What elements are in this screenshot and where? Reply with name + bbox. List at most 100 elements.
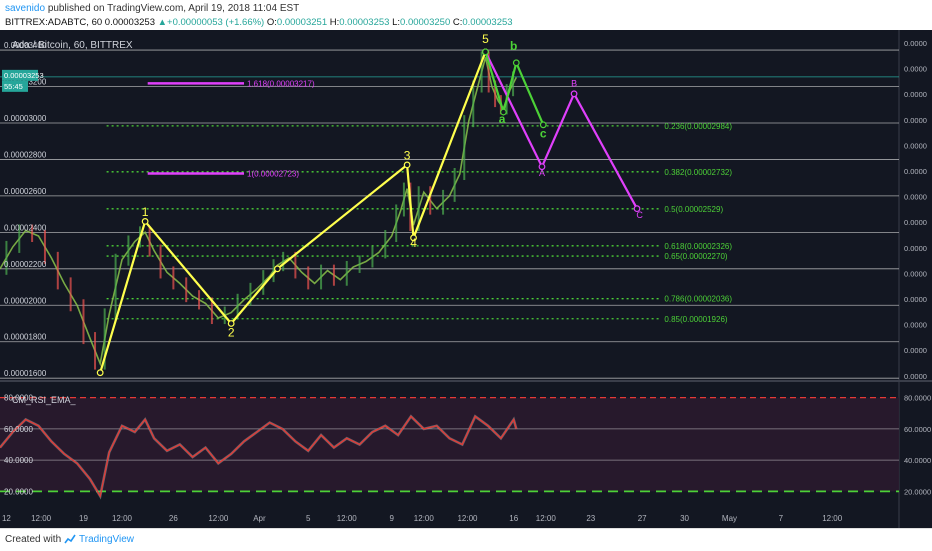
created-with-label: Created with [5, 534, 62, 545]
time-tick-label: 12:00 [31, 514, 52, 523]
username-link[interactable]: savenido [5, 3, 46, 14]
extension-group: 1.618(0.00003217) 1(0.00002723) [147, 79, 315, 178]
yellow-wave-point [410, 234, 417, 242]
low-value: 0.00003250 [400, 17, 451, 28]
rsi-tick-label: 40.0000 [4, 456, 33, 465]
right-axis-tick-label: 0.0000 [904, 295, 927, 304]
right-axis-tick-label: 0.0000 [904, 346, 927, 355]
fibonacci-group: 0.236(0.00002984) 0.382(0.00002732) 0.5(0.… [106, 122, 732, 324]
time-tick-label: 12:00 [112, 514, 133, 523]
price-change: +0.00000053 (+1.66%) [167, 17, 265, 28]
extension-label: 1.618(0.00003217) [247, 79, 315, 88]
green-wave-point [482, 48, 489, 56]
green-wave-label: c [540, 127, 547, 141]
yellow-wave-label: 4 [410, 236, 417, 250]
green-wave-label: a [499, 112, 506, 126]
time-tick-label: 12:00 [457, 514, 478, 523]
time-tick-label: 12 [2, 514, 11, 523]
price-tick-label: 0.00001800 [4, 333, 47, 342]
time-tick-label: 12:00 [337, 514, 358, 523]
price-tick-label: 0.00002600 [4, 187, 47, 196]
rsi-line [0, 415, 517, 498]
time-tick-label: Apr [253, 514, 266, 523]
time-tick-label: 23 [586, 514, 595, 523]
price-tick-label: 0.00002400 [4, 223, 47, 232]
current-price-badge [2, 69, 38, 81]
magenta-wave-label: A [539, 168, 545, 178]
fib-level-label: 0.786(0.00002036) [664, 295, 732, 304]
right-axis-tick-label: 0.0000 [904, 90, 927, 99]
rsi-right-tick-label: 60.0000 [904, 425, 931, 434]
yellow-wave-point [96, 369, 104, 377]
right-axis-tick-label: 0.0000 [904, 244, 927, 253]
right-axis-tick-label: 0.0000 [904, 116, 927, 125]
time-tick-label: 9 [389, 514, 394, 523]
published-text: published on TradingView.com, April 19, … [47, 3, 300, 14]
yellow-wave-point [227, 320, 235, 327]
time-tick-label: 12:00 [822, 514, 843, 523]
axes-group: 0.000034000.000032000.000030000.00002800… [2, 39, 931, 523]
fib-level-label: 0.618(0.00002326) [664, 242, 732, 251]
symbol-label: BITTREX:ADABTC, 60 [5, 17, 103, 28]
close-value: 0.00003253 [462, 17, 513, 28]
time-tick-label: 26 [169, 514, 178, 523]
time-tick-label: 12:00 [414, 514, 435, 523]
wave-group: A B C 1 2 3 4 5 a b c [96, 32, 643, 377]
right-axis-tick-label: 0.0000 [904, 141, 927, 150]
yellow-wave-label: 1 [142, 205, 149, 219]
fib-level-label: 0.236(0.00002984) [664, 122, 732, 131]
rsi-right-tick-label: 20.0000 [904, 487, 931, 496]
yellow-wave-point [141, 218, 149, 225]
magenta-wave-path [484, 51, 638, 210]
right-axis-tick-label: 0.0000 [904, 321, 927, 330]
high-value: 0.00003253 [339, 17, 390, 28]
yellow-wave-point [274, 265, 281, 273]
rsi-tick-label: 80.0000 [4, 394, 33, 403]
magenta-wave-point [538, 163, 546, 171]
countdown-badge [2, 80, 28, 92]
price-tick-label: 0.00003000 [4, 114, 47, 123]
time-tick-label: 7 [779, 514, 784, 523]
chart-header: savenido published on TradingView.com, A… [0, 0, 932, 30]
close-label: C: [452, 17, 463, 28]
magenta-wave-point [570, 90, 578, 98]
green-wave-point [539, 121, 547, 129]
rsi-tick-label: 20.0000 [4, 487, 33, 496]
tradingview-brand-link[interactable]: TradingView [79, 534, 135, 545]
open-value: 0.00003251 [276, 17, 328, 28]
open-label: O: [266, 17, 277, 28]
high-label: H: [329, 17, 340, 28]
price-tick-label: 0.00001600 [4, 369, 47, 378]
right-axis-tick-label: 0.0000 [904, 39, 927, 48]
right-axis-tick-label: 0.0000 [904, 65, 927, 74]
time-tick-label: 12:00 [208, 514, 229, 523]
fib-level-label: 0.65(0.00002270) [664, 252, 728, 261]
yellow-wave-label: 2 [228, 325, 235, 339]
current-price-label: 0.00003253 [4, 71, 44, 80]
yellow-wave-point [403, 161, 411, 169]
up-arrow-icon: ▲ [157, 17, 168, 28]
publish-line: savenido published on TradingView.com, A… [5, 3, 299, 14]
time-tick-label: May [722, 514, 737, 523]
time-tick-label: 5 [306, 514, 311, 523]
right-axis-tick-label: 0.0000 [904, 167, 927, 176]
last-price: 0.00003253 [104, 17, 155, 28]
yellow-wave-label: 3 [404, 148, 411, 162]
right-axis-tick-label: 0.0000 [904, 269, 927, 278]
rsi-right-tick-label: 80.0000 [904, 394, 931, 403]
magenta-wave-point [633, 205, 641, 213]
time-tick-label: 16 [509, 514, 518, 523]
magenta-wave-label: C [636, 210, 643, 220]
right-axis-tick-label: 0.0000 [904, 193, 927, 202]
rsi-band-group [0, 397, 899, 492]
magenta-wave-label: B [571, 79, 577, 89]
time-tick-label: 30 [680, 514, 689, 523]
extension-label: 1(0.00002723) [247, 169, 299, 178]
price-tick-label: 0.00002000 [4, 296, 47, 305]
low-label: L: [392, 17, 401, 28]
trading-chart[interactable]: 0.236(0.00002984) 0.382(0.00002732) 0.5(0.… [0, 30, 932, 528]
rsi-tick-label: 60.0000 [4, 425, 33, 434]
price-pane[interactable] [0, 30, 899, 380]
fib-level-label: 0.5(0.00002529) [664, 205, 723, 214]
green-wave-point [512, 59, 520, 67]
